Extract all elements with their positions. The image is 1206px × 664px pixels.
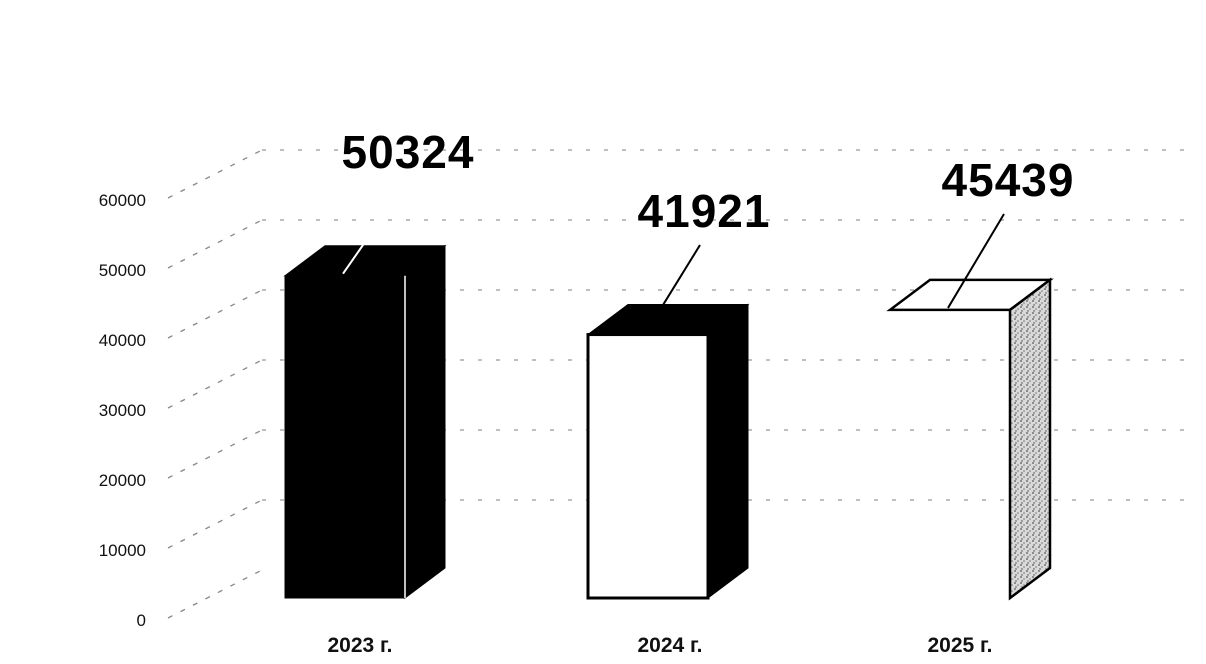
bar-3 xyxy=(886,213,1054,601)
data-label: 45439 xyxy=(942,154,1075,206)
y-tick-label: 20000 xyxy=(99,471,146,490)
gridline-diagonal xyxy=(167,289,263,339)
bar-front-face xyxy=(586,333,710,600)
y-tick-label: 30000 xyxy=(99,401,146,420)
bars xyxy=(283,185,1054,601)
x-category-label: 2024 г. xyxy=(637,634,702,657)
gridline-diagonal xyxy=(167,499,263,549)
bar-side-face xyxy=(707,303,749,599)
y-tick-label: 60000 xyxy=(99,191,146,210)
y-tick-label: 10000 xyxy=(99,541,146,560)
y-axis-ticks: 0 10000 20000 30000 40000 50000 60000 xyxy=(99,191,146,630)
gridline-diagonal xyxy=(167,569,263,619)
bar-side-face xyxy=(1008,277,1052,601)
gridline-diagonal xyxy=(167,429,263,479)
x-axis-categories: 2023 г. 2024 г. 2025 г. xyxy=(327,634,992,657)
y-tick-label: 40000 xyxy=(99,331,146,350)
bar-2 xyxy=(586,244,750,600)
bar-side-face xyxy=(404,244,446,599)
bar-1 xyxy=(283,185,447,599)
data-label-leader xyxy=(342,185,405,275)
gridline-diagonal xyxy=(167,149,263,199)
y-tick-label: 0 xyxy=(137,611,146,630)
data-labels: 50324 41921 45439 xyxy=(342,126,1075,237)
gridlines xyxy=(167,149,1185,619)
data-label: 41921 xyxy=(638,185,771,237)
data-label-leader xyxy=(645,244,701,334)
data-label: 50324 xyxy=(342,126,475,178)
bar-front-face xyxy=(284,275,406,599)
gridline-diagonal xyxy=(167,219,263,269)
x-category-label: 2023 г. xyxy=(327,634,392,657)
gridline-diagonal xyxy=(167,359,263,409)
data-label-leader xyxy=(947,213,1005,309)
y-tick-label: 50000 xyxy=(99,261,146,280)
x-category-label: 2025 г. xyxy=(927,634,992,657)
